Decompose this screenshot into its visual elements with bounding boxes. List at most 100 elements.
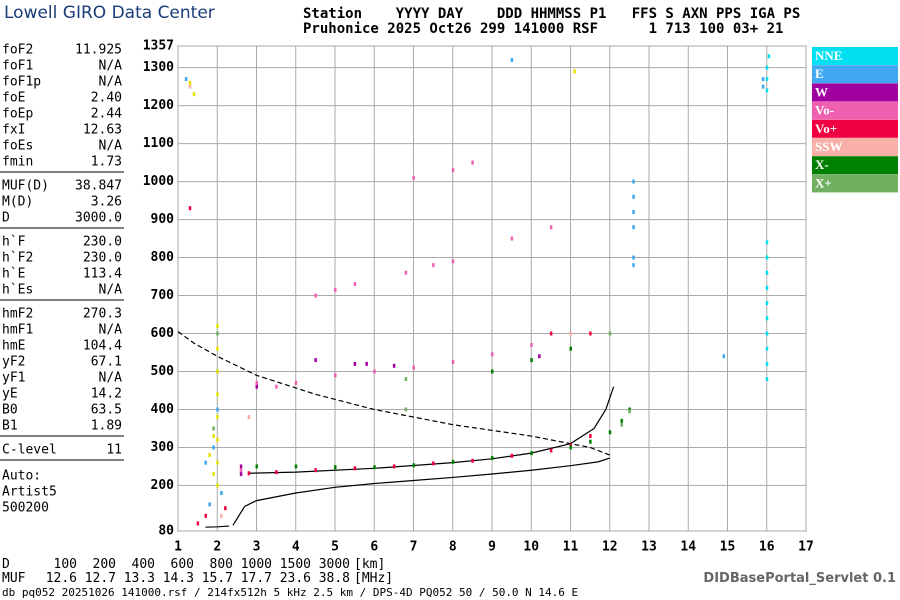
- echo-point: [765, 88, 769, 93]
- y-tick-label: 600: [151, 326, 175, 341]
- x-tick-label: 8: [449, 540, 457, 555]
- param-value: 230.0: [83, 251, 122, 266]
- profile-line: [205, 525, 230, 528]
- echo-point: [353, 466, 357, 471]
- x-tick-label: 5: [331, 540, 339, 555]
- table-value: 100: [53, 557, 77, 572]
- table-label: MUF: [2, 571, 26, 586]
- echo-point: [216, 460, 219, 465]
- y-tick-label: 1300: [143, 60, 174, 75]
- echo-point: [767, 54, 771, 59]
- echo-point: [722, 354, 726, 359]
- param-name: yF1: [2, 371, 25, 386]
- param-value: 3.26: [91, 195, 122, 210]
- echo-point: [510, 453, 514, 458]
- table-value: 1000: [240, 557, 272, 572]
- table-value: 12.7: [84, 571, 116, 586]
- param-name: B1: [2, 419, 18, 434]
- echo-point: [632, 194, 635, 199]
- param-value: 63.5: [91, 403, 122, 418]
- echo-point: [216, 437, 219, 442]
- table-value: 12.6: [45, 571, 77, 586]
- y-tick-label: 1000: [143, 174, 174, 189]
- echo-point: [314, 468, 317, 473]
- echo-point: [530, 358, 533, 363]
- legend-swatch: [812, 101, 898, 120]
- param-name: foE: [2, 91, 25, 106]
- header-line: Station YYYY DAY DDD HHMMSS P1 FFS S AXN…: [303, 6, 801, 22]
- param-name: hmF1: [2, 323, 33, 338]
- param-name: foF1: [2, 59, 33, 74]
- echo-point: [216, 483, 219, 488]
- echo-point: [765, 346, 769, 351]
- echo-point: [294, 464, 298, 469]
- echo-point: [216, 392, 219, 397]
- echo-point: [573, 69, 576, 74]
- echo-point: [392, 464, 396, 469]
- param-value: 38.847: [75, 179, 122, 194]
- param-value: N/A: [99, 59, 123, 74]
- legend-label: W: [815, 84, 828, 99]
- param-value: 2.44: [91, 107, 122, 122]
- echo-point: [471, 458, 474, 463]
- echo-point: [765, 331, 769, 336]
- echo-point: [432, 461, 435, 466]
- param-value: 3000.0: [75, 211, 122, 226]
- echo-point: [608, 331, 612, 336]
- echo-point: [314, 358, 317, 363]
- echo-point: [632, 263, 635, 268]
- echo-point: [188, 206, 192, 211]
- y-tick-label: 1200: [143, 98, 174, 113]
- table-label: [km]: [354, 557, 386, 572]
- echo-point: [530, 342, 533, 347]
- param-value: 1.73: [91, 155, 122, 170]
- x-tick-label: 17: [798, 540, 814, 555]
- echo-point: [216, 369, 219, 374]
- legend-swatch: [812, 138, 898, 156]
- legend-swatch: [812, 83, 898, 102]
- echo-point: [589, 331, 592, 336]
- echo-point: [204, 460, 207, 465]
- legend-swatch: [812, 156, 898, 175]
- echo-point: [353, 282, 357, 287]
- param-value: 1.89: [91, 419, 122, 434]
- echo-point: [216, 331, 219, 336]
- param-value: 11: [106, 443, 122, 458]
- table-value: 200: [92, 557, 116, 572]
- echo-point: [451, 359, 455, 364]
- echo-point: [491, 369, 494, 374]
- echo-point: [184, 77, 188, 82]
- x-tick-label: 14: [680, 540, 696, 555]
- echo-point: [404, 407, 408, 412]
- x-tick-label: 9: [488, 540, 496, 555]
- echo-point: [761, 77, 765, 82]
- y-tick-label: 80: [158, 524, 174, 539]
- table-value: 3000: [318, 557, 350, 572]
- table-value: 400: [131, 557, 155, 572]
- echo-point: [192, 92, 196, 97]
- echo-point: [373, 369, 376, 374]
- param-name: yE: [2, 387, 18, 402]
- echo-point: [373, 465, 376, 470]
- param-name: foEs: [2, 139, 33, 154]
- param-value: 67.1: [91, 355, 122, 370]
- param-value: N/A: [99, 371, 123, 386]
- muf-row: MUF 12.6 12.7 13.3 14.3 15.7 17.7 23.6 38.8 [MHz]: [2, 571, 393, 586]
- echo-point: [216, 323, 219, 328]
- param-name: D: [2, 211, 10, 226]
- echo-point: [620, 418, 624, 423]
- distance-row: D 100 200 400 600 800 1000 1500 3000 [km]: [2, 557, 385, 572]
- param-name: h`Es: [2, 283, 33, 298]
- legend-label: Vo-: [815, 103, 834, 118]
- y-tick-label: 1357: [143, 39, 174, 54]
- echo-point: [491, 352, 494, 357]
- x-tick-label: 16: [759, 540, 775, 555]
- profile-line: [177, 331, 610, 456]
- echo-point: [247, 415, 251, 420]
- legend-label: Vo+: [815, 121, 837, 136]
- echo-point: [216, 407, 219, 412]
- ionogram: foF2 11.925 foF1 N/A foF1p N/A foE 2.40 foEp 2.44…: [0, 39, 898, 555]
- servlet-label: DIDBasePortal_Servlet 0.1: [703, 571, 896, 586]
- echo-point: [412, 175, 415, 180]
